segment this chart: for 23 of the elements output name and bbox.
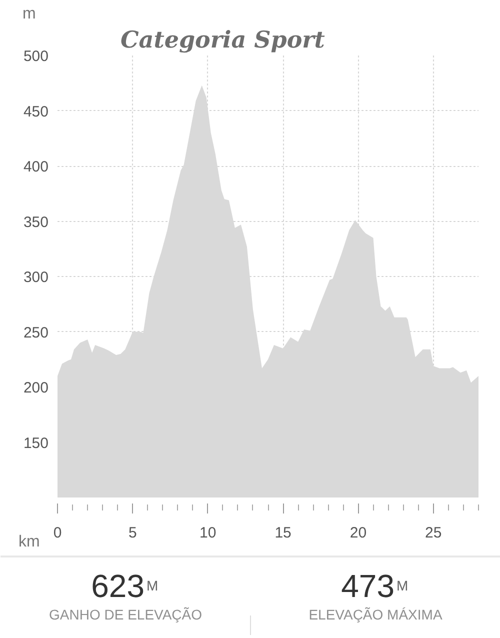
- text: 623: [91, 568, 144, 604]
- y-tick-label: 400: [23, 158, 49, 176]
- y-tick-label: 250: [23, 324, 49, 342]
- x-tick-label: 20: [350, 524, 367, 542]
- x-tick-label: 0: [53, 524, 62, 542]
- text: M: [396, 578, 408, 594]
- text: GANHO DE ELEVAÇÃO: [49, 606, 202, 622]
- x-tick-label: 25: [425, 524, 442, 542]
- text: 473: [341, 568, 394, 604]
- x-axis-title: km: [18, 534, 40, 550]
- y-tick-label: 450: [23, 103, 49, 120]
- y-tick-label: 300: [23, 269, 49, 286]
- chart-title: Categoria Sport: [120, 26, 326, 54]
- y-tick-label: 150: [23, 434, 49, 452]
- y-tick-label: 500: [23, 48, 49, 65]
- x-tick-label: 15: [274, 524, 292, 542]
- y-tick-label: 350: [23, 214, 49, 231]
- text: M: [146, 578, 158, 594]
- text: ELEVAÇÃO MÁXIMA: [308, 606, 443, 622]
- x-tick-label: 10: [200, 524, 216, 542]
- x-tick-label: 5: [128, 524, 137, 542]
- y-tick-label: 200: [23, 380, 49, 396]
- y-axis-title: m: [22, 6, 36, 22]
